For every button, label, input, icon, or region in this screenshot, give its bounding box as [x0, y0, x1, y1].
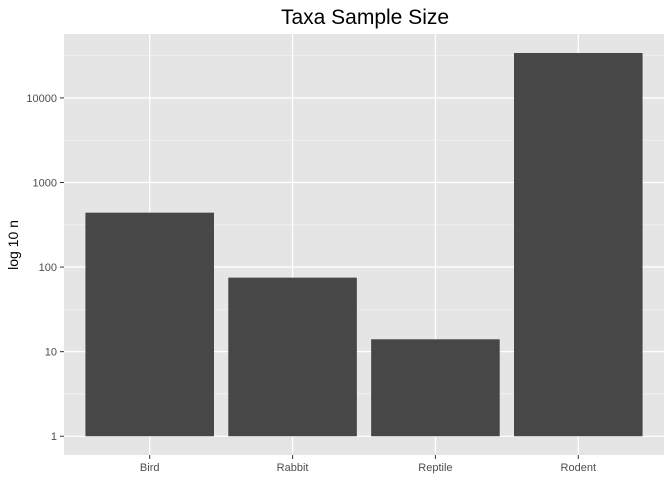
y-tick-label: 100 — [39, 262, 57, 274]
y-tick-label: 10000 — [26, 93, 57, 105]
x-tick-label: Rabbit — [277, 462, 309, 474]
y-tick-label: 1 — [51, 431, 57, 443]
y-tick-label: 1000 — [33, 178, 57, 190]
x-tick-label: Rodent — [561, 462, 596, 474]
chart-title: Taxa Sample Size — [281, 6, 449, 29]
x-axis-ticks: Bird Rabbit Reptile Rodent — [140, 455, 596, 474]
bars — [85, 52, 643, 437]
bar-rabbit — [228, 277, 357, 437]
bar-reptile — [371, 339, 500, 437]
bar-bird — [85, 212, 214, 437]
y-axis-ticks: 1 10 100 1000 10000 — [26, 93, 64, 443]
y-tick-label: 10 — [45, 347, 57, 359]
x-tick-label: Reptile — [418, 462, 452, 474]
bar-rodent — [514, 52, 643, 437]
x-tick-label: Bird — [140, 462, 160, 474]
y-axis-label: log 10 n — [5, 220, 21, 270]
